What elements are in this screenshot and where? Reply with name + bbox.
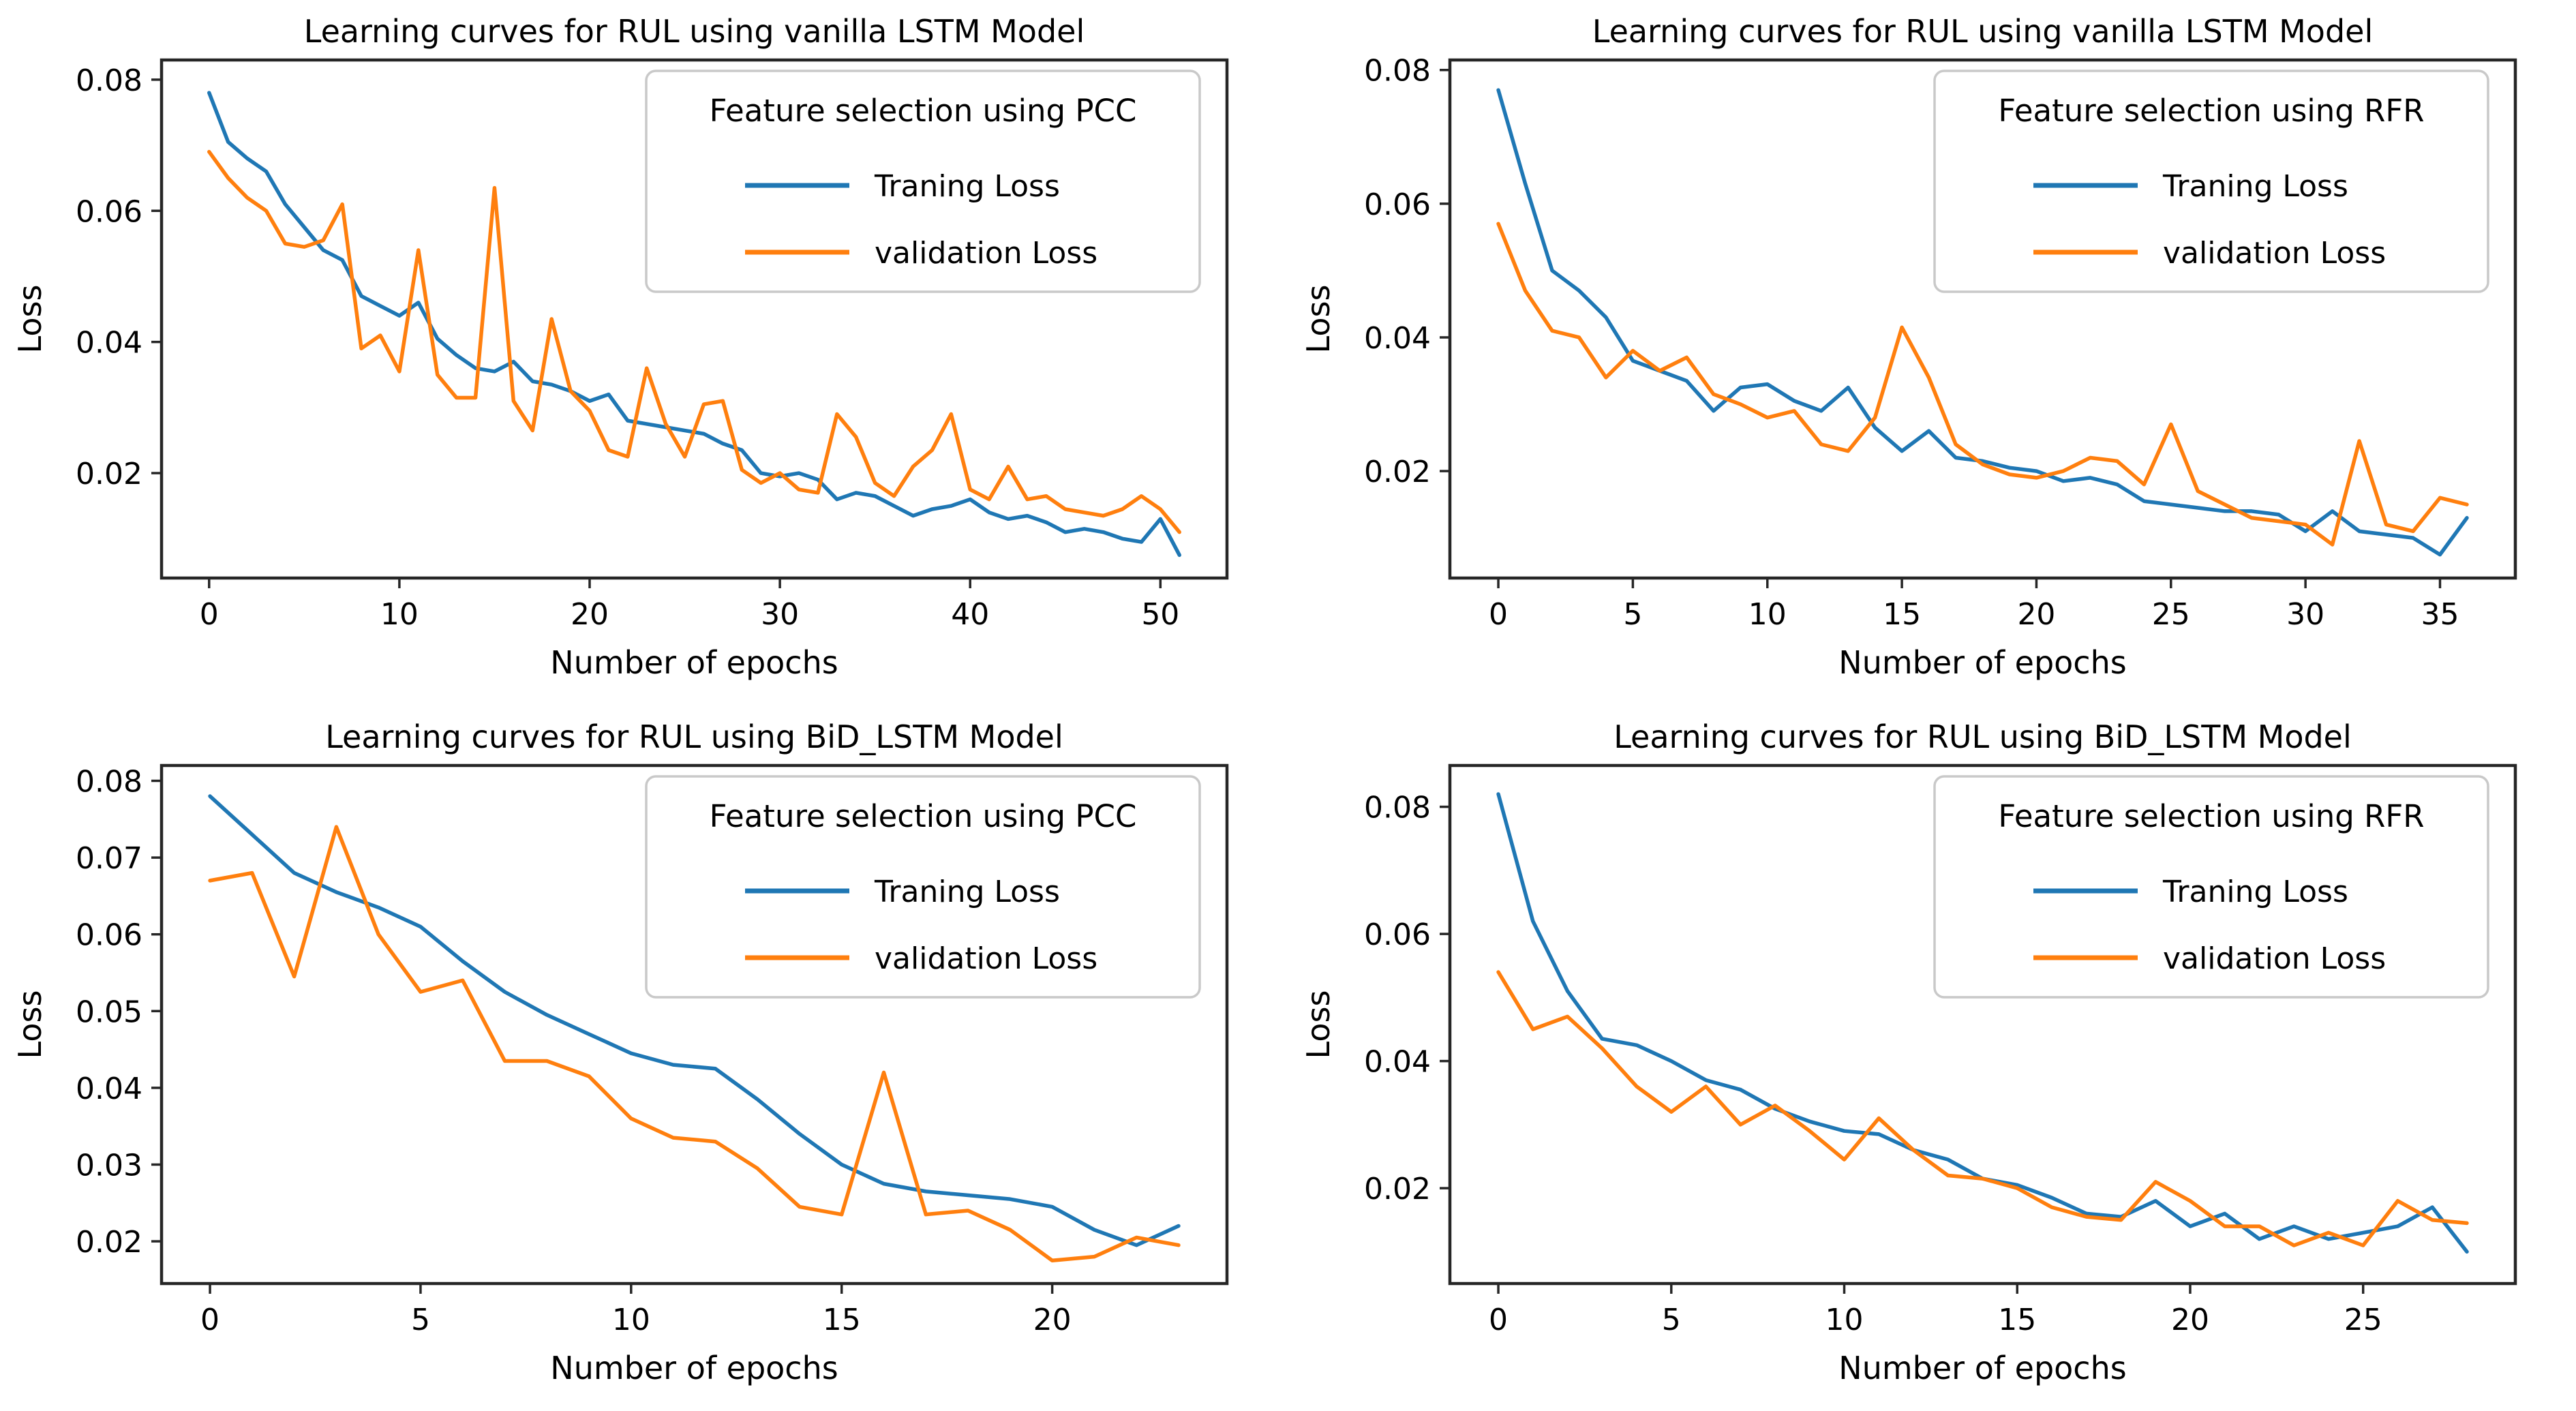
x-axis-label: Number of epochs [550,1350,838,1386]
y-tick-label: 0.02 [1364,1172,1431,1207]
y-tick-label: 0.04 [76,1072,142,1106]
x-tick-label: 40 [951,597,989,632]
plot-title: Learning curves for RUL using BiD_LSTM M… [1613,718,2352,755]
x-tick-label: 20 [1033,1303,1072,1337]
y-axis-label: Loss [12,285,48,354]
y-axis-label: Loss [1300,285,1337,354]
x-tick-label: 0 [1489,1303,1508,1337]
legend-box [645,70,1201,293]
legend-title: Feature selection using PCC [710,93,1137,129]
plot-title: Learning curves for RUL using BiD_LSTM M… [325,718,1063,755]
legend-item-label: Traning Loss [874,169,1060,204]
x-tick-label: 10 [1748,597,1786,632]
y-tick-label: 0.02 [1364,455,1431,489]
x-tick-label: 10 [1825,1303,1863,1337]
y-tick-label: 0.02 [76,1225,142,1260]
legend-box [1933,70,2489,293]
y-axis-label: Loss [12,990,48,1059]
x-tick-label: 5 [1661,1303,1680,1337]
y-tick-label: 0.05 [76,995,142,1029]
training-loss-line [208,794,1181,1247]
legend-box [645,775,1201,999]
y-tick-label: 0.03 [76,1148,142,1183]
x-tick-label: 20 [2017,597,2055,632]
y-tick-label: 0.06 [76,194,142,229]
y-tick-label: 0.08 [1364,54,1431,89]
legend-title: Feature selection using RFR [1998,93,2424,129]
x-tick-label: 30 [761,597,799,632]
legend-title: Feature selection using PCC [710,798,1137,834]
x-tick-label: 0 [200,1303,219,1337]
y-axis-label: Loss [1300,990,1337,1059]
axes-box [1448,58,2517,580]
chart-canvas-vanilla-lstm-rfr: Learning curves for RUL using vanilla LS… [1300,13,2517,681]
validation-loss-line [1496,970,2469,1247]
x-tick-label: 5 [411,1303,430,1337]
x-tick-label: 10 [380,597,419,632]
x-tick-label: 25 [2151,597,2189,632]
x-axis-label: Number of epochs [550,644,838,681]
x-tick-label: 25 [2344,1303,2382,1337]
x-tick-label: 15 [1998,1303,2036,1337]
x-axis-label: Number of epochs [1838,1350,2126,1386]
x-axis-label: Number of epochs [1838,644,2126,681]
subplot-vanilla-lstm-pcc: Learning curves for RUL using vanilla LS… [0,0,1288,706]
axes-box [160,58,1229,580]
y-tick-label: 0.06 [76,918,142,953]
validation-loss-line [1496,222,2469,547]
x-tick-label: 15 [1883,597,1921,632]
x-tick-label: 0 [200,597,219,632]
plot-title: Learning curves for RUL using vanilla LS… [1592,13,2373,50]
legend-item-label: validation Loss [2163,941,2386,976]
chart-canvas-vanilla-lstm-pcc: Learning curves for RUL using vanilla LS… [12,13,1229,681]
y-tick-label: 0.04 [76,326,142,361]
legend-item-label: validation Loss [875,236,1097,271]
x-tick-label: 5 [1623,597,1642,632]
chart-canvas-bid-lstm-rfr: Learning curves for RUL using BiD_LSTM M… [1300,718,2517,1386]
y-tick-label: 0.02 [76,457,142,491]
subplot-vanilla-lstm-rfr: Learning curves for RUL using vanilla LS… [1288,0,2576,706]
legend-item-label: Traning Loss [2162,169,2348,204]
x-tick-label: 35 [2421,597,2459,632]
x-tick-label: 10 [612,1303,650,1337]
y-tick-label: 0.07 [76,841,142,876]
y-tick-label: 0.08 [76,765,142,800]
legend-item-label: Traning Loss [874,875,1060,909]
validation-loss-line [207,149,1181,534]
validation-loss-line [208,825,1181,1262]
axes-box [1448,763,2517,1286]
x-tick-label: 20 [571,597,609,632]
x-tick-label: 0 [1489,597,1508,632]
legend-item-label: validation Loss [2163,236,2386,271]
axes-box [160,763,1229,1286]
subplot-bid-lstm-rfr: Learning curves for RUL using BiD_LSTM M… [1288,706,2576,1411]
x-tick-label: 30 [2286,597,2324,632]
chart-canvas-bid-lstm-pcc: Learning curves for RUL using BiD_LSTM M… [12,718,1229,1386]
y-tick-label: 0.08 [76,63,142,98]
y-tick-label: 0.04 [1364,321,1431,356]
plot-title: Learning curves for RUL using vanilla LS… [304,13,1085,50]
legend-item-label: validation Loss [875,941,1097,976]
y-tick-label: 0.06 [1364,917,1431,952]
y-tick-label: 0.06 [1364,187,1431,222]
y-tick-label: 0.08 [1364,791,1431,825]
x-tick-label: 50 [1141,597,1179,632]
legend-item-label: Traning Loss [2162,875,2348,909]
y-tick-label: 0.04 [1364,1045,1431,1080]
legend-box [1933,775,2489,999]
legend-title: Feature selection using RFR [1998,798,2424,834]
subplot-bid-lstm-pcc: Learning curves for RUL using BiD_LSTM M… [0,706,1288,1411]
x-tick-label: 15 [823,1303,861,1337]
x-tick-label: 20 [2170,1303,2209,1337]
